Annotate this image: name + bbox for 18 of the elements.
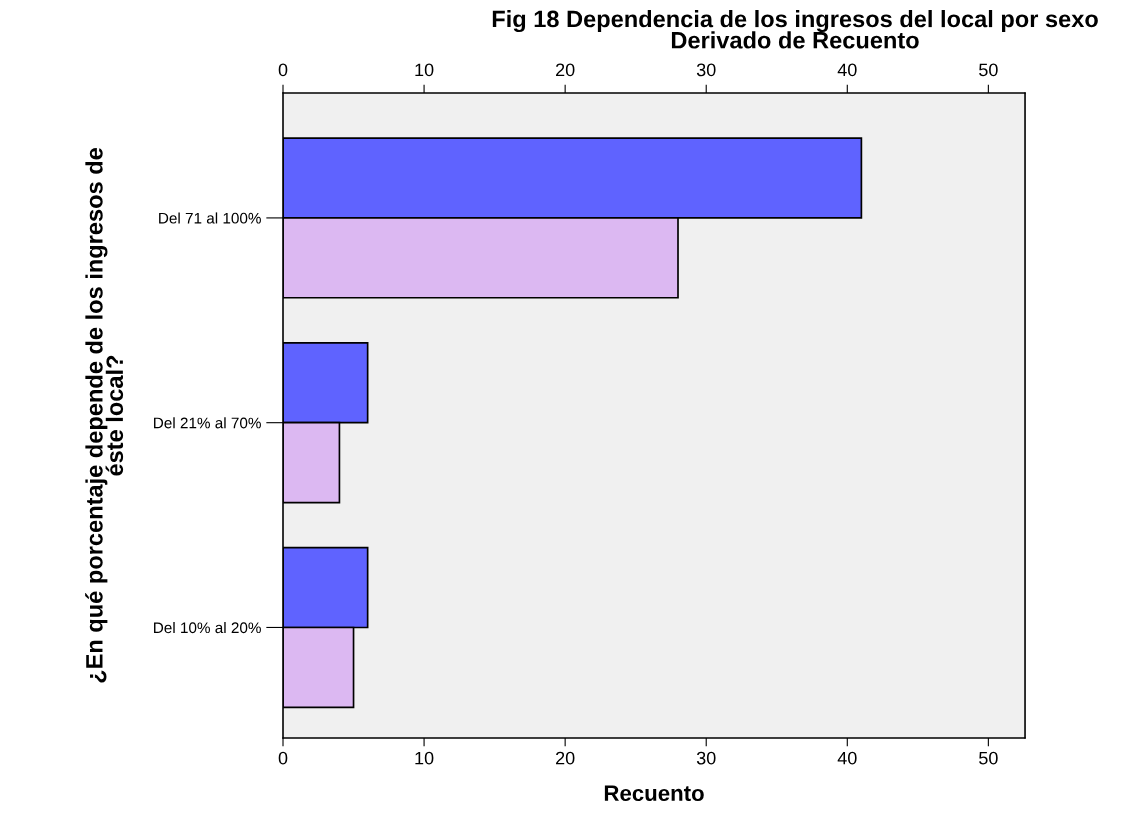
x-tick-label: 10 (415, 751, 434, 765)
x-axis-title: Recuento (604, 785, 704, 802)
chart-title: Fig 18 Dependencia de los ingresos del local por sexo Derivado de Recuento (492, 10, 1098, 49)
x-tick-label: 0 (278, 751, 288, 765)
x2-tick-label: 30 (696, 63, 716, 77)
x2-tick-label: 10 (415, 63, 434, 77)
x2-tick-label: 0 (278, 63, 288, 77)
x-tick-label: 30 (696, 751, 716, 765)
y-tick-label: Del 10% al 20% (154, 621, 261, 634)
x2-tick-label: 40 (837, 63, 857, 77)
y-axis-title: ¿En qué porcentaje depende de los ingresos de éste local? (85, 148, 124, 683)
x-tick-label: 20 (556, 751, 575, 765)
x-tick-label: 50 (979, 751, 998, 765)
x2-tick-label: 50 (979, 63, 998, 77)
x-tick-label: 40 (837, 751, 857, 765)
y-tick-label: Del 21% al 70% (154, 417, 261, 429)
x2-tick-label: 20 (556, 63, 575, 77)
y-tick-label: Del 71 al 100% (159, 212, 261, 224)
